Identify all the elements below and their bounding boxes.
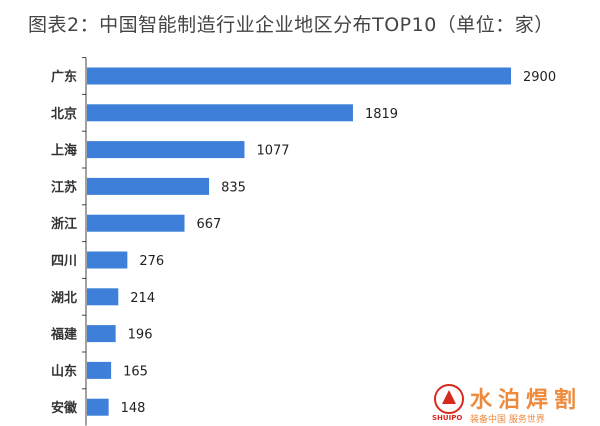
bar [87,288,119,306]
data-label: 196 [128,328,153,343]
category-label: 山东 [51,363,77,379]
category-label: 浙江 [51,216,77,232]
data-label: 148 [121,401,146,416]
bar [87,141,245,159]
category-label: 四川 [51,254,77,269]
data-label: 214 [130,291,155,306]
bar [87,398,109,416]
watermark-logo: SHUIPO 水泊焊割 装备中国 服务世界 [432,382,600,426]
category-label: 上海 [51,143,77,159]
data-label: 1819 [365,107,398,122]
bar [87,67,511,85]
logo-name: 水泊焊割 [470,388,583,413]
category-label: 福建 [50,327,77,343]
data-label: 835 [221,180,246,195]
bar [87,214,185,232]
bar [87,325,116,343]
chart-title: 图表2：中国智能制造行业企业地区分布TOP10（单位：家） [28,14,554,36]
data-label: 2900 [523,70,556,85]
bar [87,251,128,269]
logo-latin: SHUIPO [432,414,463,422]
category-label: 广东 [51,69,77,85]
data-label: 165 [123,364,148,379]
data-label: 667 [197,217,222,232]
data-label: 1077 [256,144,289,159]
logo-emblem-icon [434,384,464,414]
bar [87,361,112,379]
category-label: 江苏 [51,179,77,195]
bar [87,104,353,122]
bar [87,177,210,195]
logo-slogan: 装备中国 服务世界 [470,415,545,425]
category-label: 北京 [51,106,77,122]
category-label: 湖北 [51,291,77,306]
data-label: 276 [139,254,164,269]
category-label: 安徽 [51,400,78,416]
